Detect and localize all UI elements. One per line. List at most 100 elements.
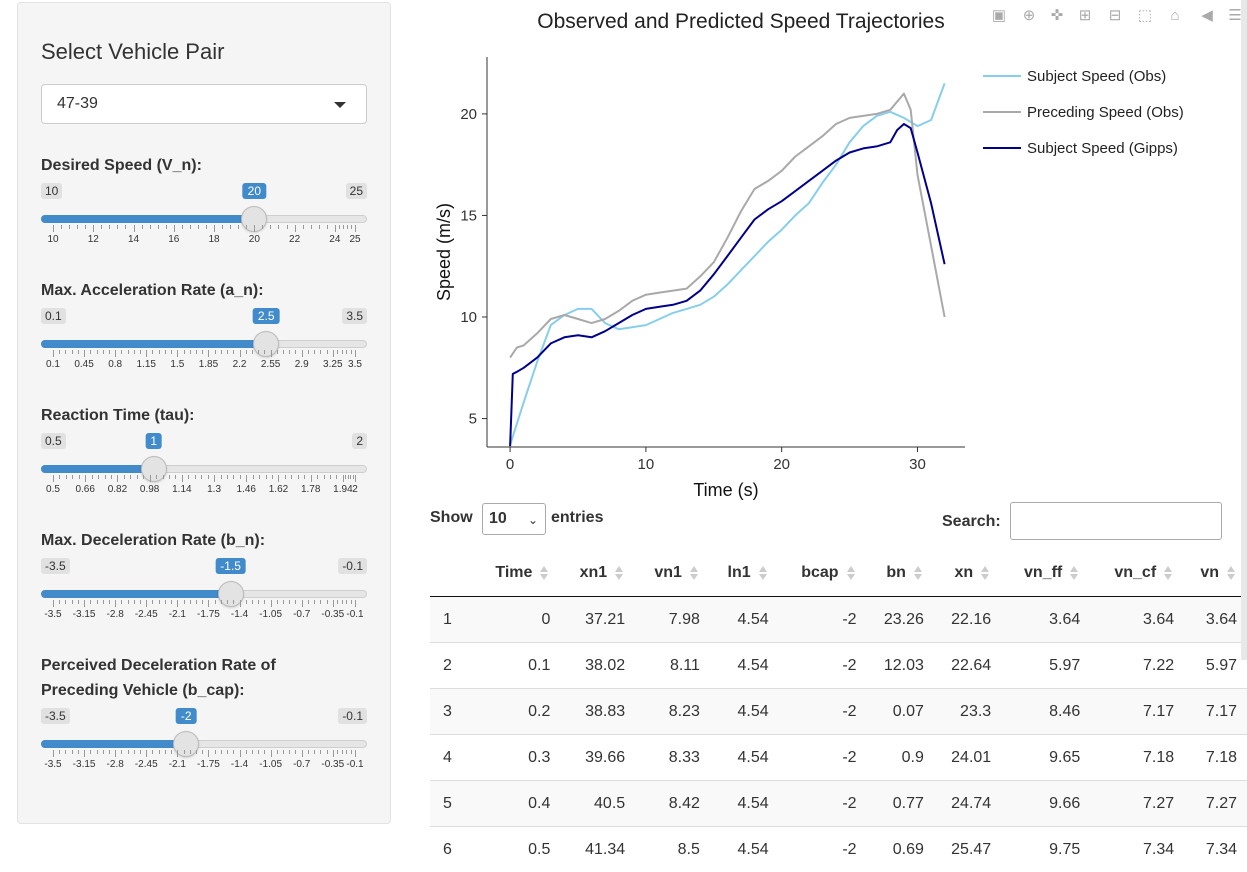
- slider-minor-tick: [142, 225, 143, 229]
- slider-tick-label: 1.14: [172, 484, 191, 495]
- column-header-xn1[interactable]: xn1: [560, 550, 635, 597]
- slider-tick-label: 14: [128, 234, 139, 245]
- slider-tick: [84, 350, 85, 357]
- slider-tick-label: -3.5: [44, 609, 61, 620]
- slider-minor-tick: [327, 750, 328, 754]
- zoom-out-icon[interactable]: ⊟: [1105, 6, 1125, 26]
- slider-minor-tick: [103, 750, 104, 754]
- home-icon[interactable]: ⌂: [1165, 6, 1185, 26]
- slider-minor-tick: [351, 600, 352, 604]
- slider-tick: [150, 475, 151, 482]
- slider-tick-label: -1.05: [259, 759, 282, 770]
- slider-value-label: 1: [145, 433, 162, 449]
- perceived-deceleration-slider[interactable]: Perceived Deceleration Rate of Preceding…: [41, 653, 369, 763]
- slider-label: Max. Deceleration Rate (b_n):: [41, 528, 341, 553]
- slider-minor-tick: [159, 350, 160, 354]
- column-header-bcap[interactable]: bcap: [779, 550, 867, 597]
- zoom-icon[interactable]: ⊕: [1019, 6, 1039, 26]
- slider-minor-tick: [246, 600, 247, 604]
- slider-minor-tick: [182, 225, 183, 229]
- slider-tick-label: -2.1: [169, 759, 186, 770]
- column-header-vn[interactable]: vn: [1184, 550, 1247, 597]
- slider-tick: [214, 225, 215, 232]
- slider-minor-tick: [78, 750, 79, 754]
- zoom-in-icon[interactable]: ⊞: [1075, 6, 1095, 26]
- autoscale-icon[interactable]: ⬚: [1135, 6, 1155, 26]
- max-deceleration-slider[interactable]: Max. Deceleration Rate (b_n):-3.5-0.1-1.…: [41, 528, 369, 638]
- table-cell: 4.54: [710, 643, 779, 689]
- legend-entry-3: Subject Speed (Gipps): [1027, 140, 1178, 157]
- slider-minor-tick: [252, 350, 253, 354]
- table-cell: 2: [430, 643, 473, 689]
- page-scrollbar[interactable]: [1241, 0, 1247, 660]
- slider-minor-tick: [289, 600, 290, 604]
- table-cell: 39.66: [560, 735, 635, 781]
- camera-icon[interactable]: ▣: [989, 6, 1009, 26]
- slider-min-label: 0.5: [41, 433, 66, 449]
- slider-minor-tick: [238, 225, 239, 229]
- slider-tick: [311, 475, 312, 482]
- column-header-label: vn1: [654, 564, 682, 581]
- slider-tick-label: 0.66: [75, 484, 94, 495]
- table-cell: 0.4: [473, 781, 561, 827]
- slider-tick: [177, 600, 178, 607]
- slider-tick-label: -2.1: [169, 609, 186, 620]
- slider-minor-tick: [128, 750, 129, 754]
- slider-minor-tick: [308, 350, 309, 354]
- slider-tick-label: 0.45: [74, 359, 93, 370]
- page-length-select[interactable]: 10 ⌄: [482, 503, 546, 535]
- x-tick-label: 20: [773, 456, 790, 473]
- slider-minor-tick: [342, 600, 343, 604]
- slider-tick-label: 10: [47, 234, 58, 245]
- sort-icon: [538, 564, 550, 582]
- slider-minor-tick: [314, 350, 315, 354]
- slider-minor-tick: [152, 350, 153, 354]
- column-header-time[interactable]: Time: [473, 550, 561, 597]
- slider-minor-tick: [69, 225, 70, 229]
- column-header-vn_cf[interactable]: vn_cf: [1090, 550, 1184, 597]
- column-header-xn[interactable]: xn: [934, 550, 1001, 597]
- column-header-bn[interactable]: bn: [867, 550, 934, 597]
- column-header-label: Time: [495, 564, 532, 581]
- column-header-vn_ff[interactable]: vn_ff: [1001, 550, 1090, 597]
- pan-icon[interactable]: ✜: [1047, 6, 1067, 26]
- slider-minor-tick: [351, 225, 352, 229]
- spike-icon[interactable]: ◀: [1197, 6, 1217, 26]
- table-cell: 37.21: [560, 597, 635, 643]
- slider-tick: [85, 475, 86, 482]
- column-header-vn1[interactable]: vn1: [635, 550, 710, 597]
- slider-minor-tick: [188, 475, 189, 479]
- slider-minor-tick: [240, 475, 241, 479]
- slider-minor-tick: [246, 350, 247, 354]
- table-cell: 0.9: [867, 735, 934, 781]
- slider-tick: [302, 750, 303, 757]
- slider-minor-tick: [319, 225, 320, 229]
- slider-minor-tick: [246, 225, 247, 229]
- x-axis-label: Time (s): [693, 480, 758, 500]
- slider-tick-label: -2.45: [135, 759, 158, 770]
- column-header-index[interactable]: [430, 550, 473, 597]
- column-header-ln1[interactable]: ln1: [710, 550, 779, 597]
- column-header-label: bn: [886, 564, 906, 581]
- slider-tick: [146, 600, 147, 607]
- sidebar-panel: Select Vehicle Pair 47-39 Desired Speed …: [17, 2, 391, 824]
- slider-tick: [182, 475, 183, 482]
- slider-minor-tick: [59, 600, 60, 604]
- search-input[interactable]: [1010, 502, 1222, 540]
- slider-minor-tick: [285, 475, 286, 479]
- vehicle-pair-select[interactable]: 47-39: [41, 84, 367, 124]
- slider-min-label: -3.5: [41, 558, 70, 574]
- slider-minor-tick: [304, 475, 305, 479]
- slider-tick: [240, 350, 241, 357]
- column-header-label: vn_cf: [1114, 564, 1156, 581]
